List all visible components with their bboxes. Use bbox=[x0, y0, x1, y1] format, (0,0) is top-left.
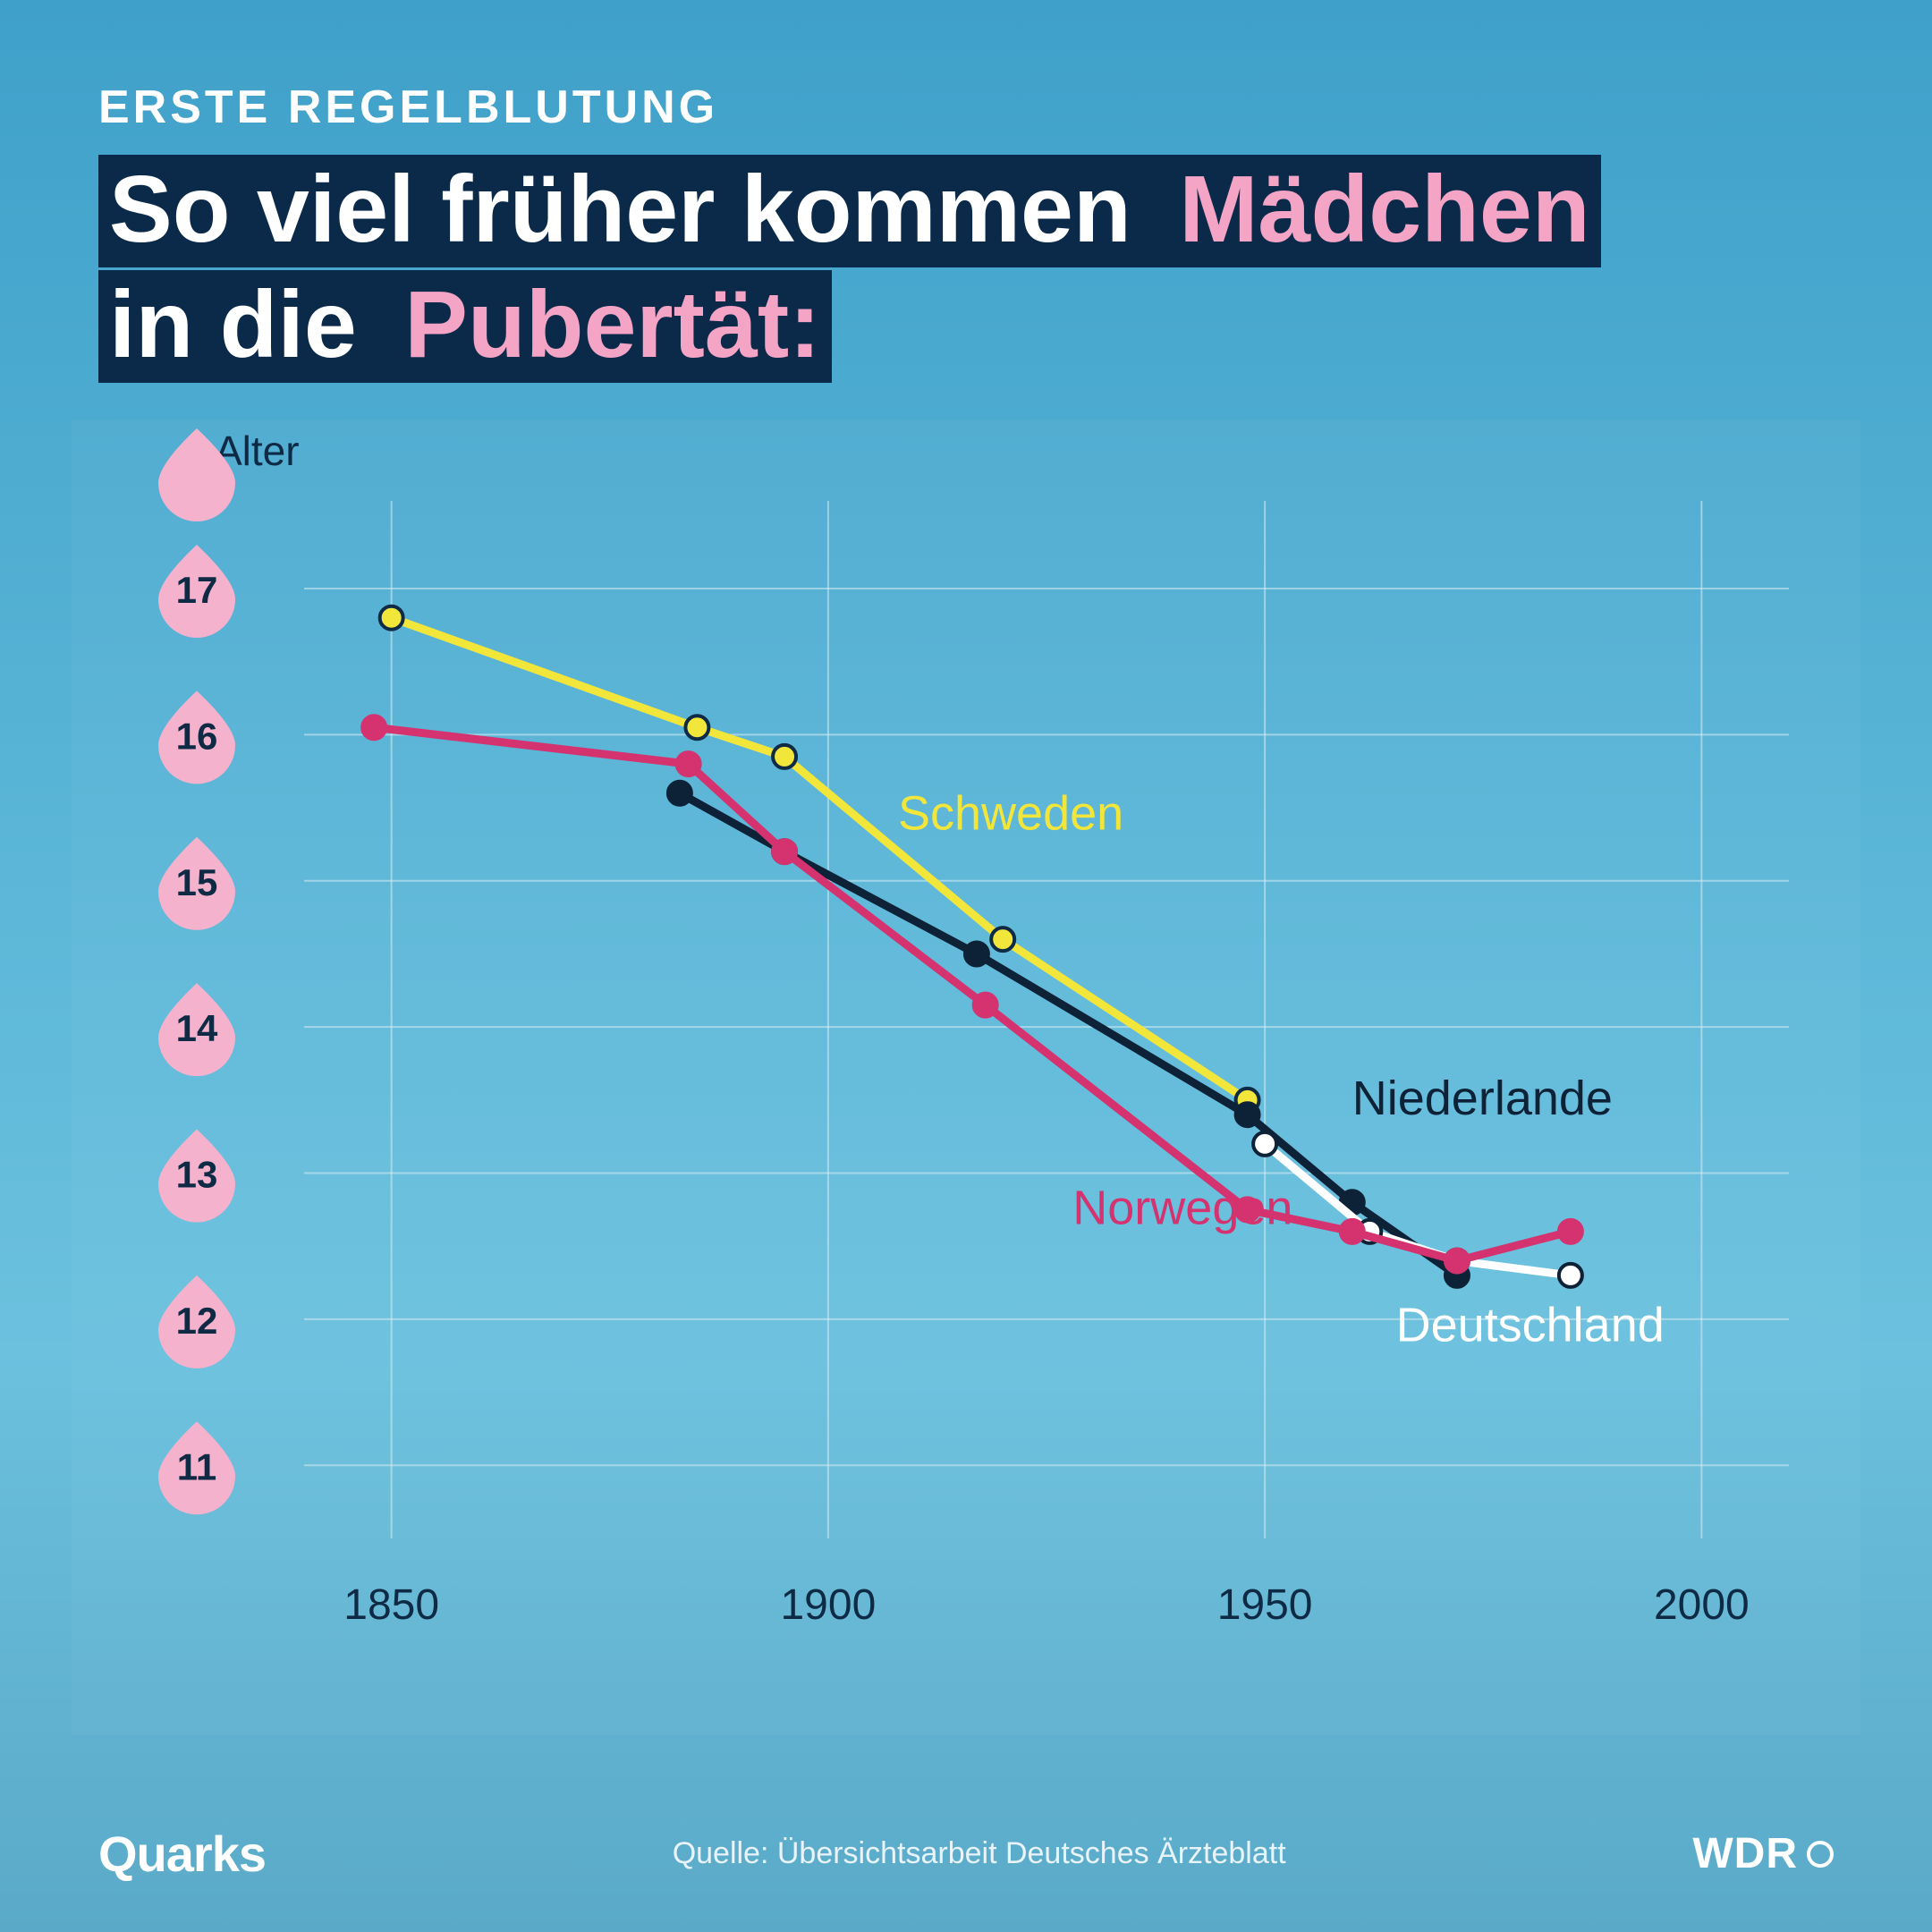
svg-text:17: 17 bbox=[176, 569, 218, 611]
svg-text:12: 12 bbox=[176, 1300, 218, 1342]
line-chart: Alter111213141516171850190019502000Schwe… bbox=[72, 420, 1860, 1735]
svg-text:Schweden: Schweden bbox=[898, 787, 1123, 841]
chart-area: Alter111213141516171850190019502000Schwe… bbox=[72, 420, 1860, 1735]
svg-text:1850: 1850 bbox=[343, 1581, 439, 1629]
brand-wdr: WDR bbox=[1692, 1829, 1834, 1878]
wdr-circle-icon bbox=[1807, 1841, 1834, 1868]
svg-text:1950: 1950 bbox=[1217, 1581, 1313, 1629]
svg-text:Deutschland: Deutschland bbox=[1396, 1298, 1665, 1352]
title: So viel früher kommen Mädchenin die Pube… bbox=[98, 152, 1834, 384]
svg-text:14: 14 bbox=[176, 1007, 218, 1049]
svg-text:11: 11 bbox=[177, 1445, 216, 1487]
svg-text:Niederlande: Niederlande bbox=[1352, 1072, 1613, 1125]
svg-text:1900: 1900 bbox=[780, 1581, 876, 1629]
source-text: Quelle: Übersichtsarbeit Deutsches Ärzte… bbox=[673, 1836, 1286, 1871]
kicker: ERSTE REGELBLUTUNG bbox=[98, 80, 1834, 134]
svg-text:16: 16 bbox=[176, 715, 218, 757]
header: ERSTE REGELBLUTUNG So viel früher kommen… bbox=[98, 80, 1834, 384]
svg-text:15: 15 bbox=[176, 861, 218, 903]
footer: Quarks Quelle: Übersichtsarbeit Deutsche… bbox=[98, 1825, 1834, 1883]
svg-text:2000: 2000 bbox=[1654, 1581, 1750, 1629]
svg-text:Norwegen: Norwegen bbox=[1072, 1182, 1292, 1235]
svg-text:13: 13 bbox=[176, 1154, 218, 1196]
brand-quarks: Quarks bbox=[98, 1825, 266, 1883]
